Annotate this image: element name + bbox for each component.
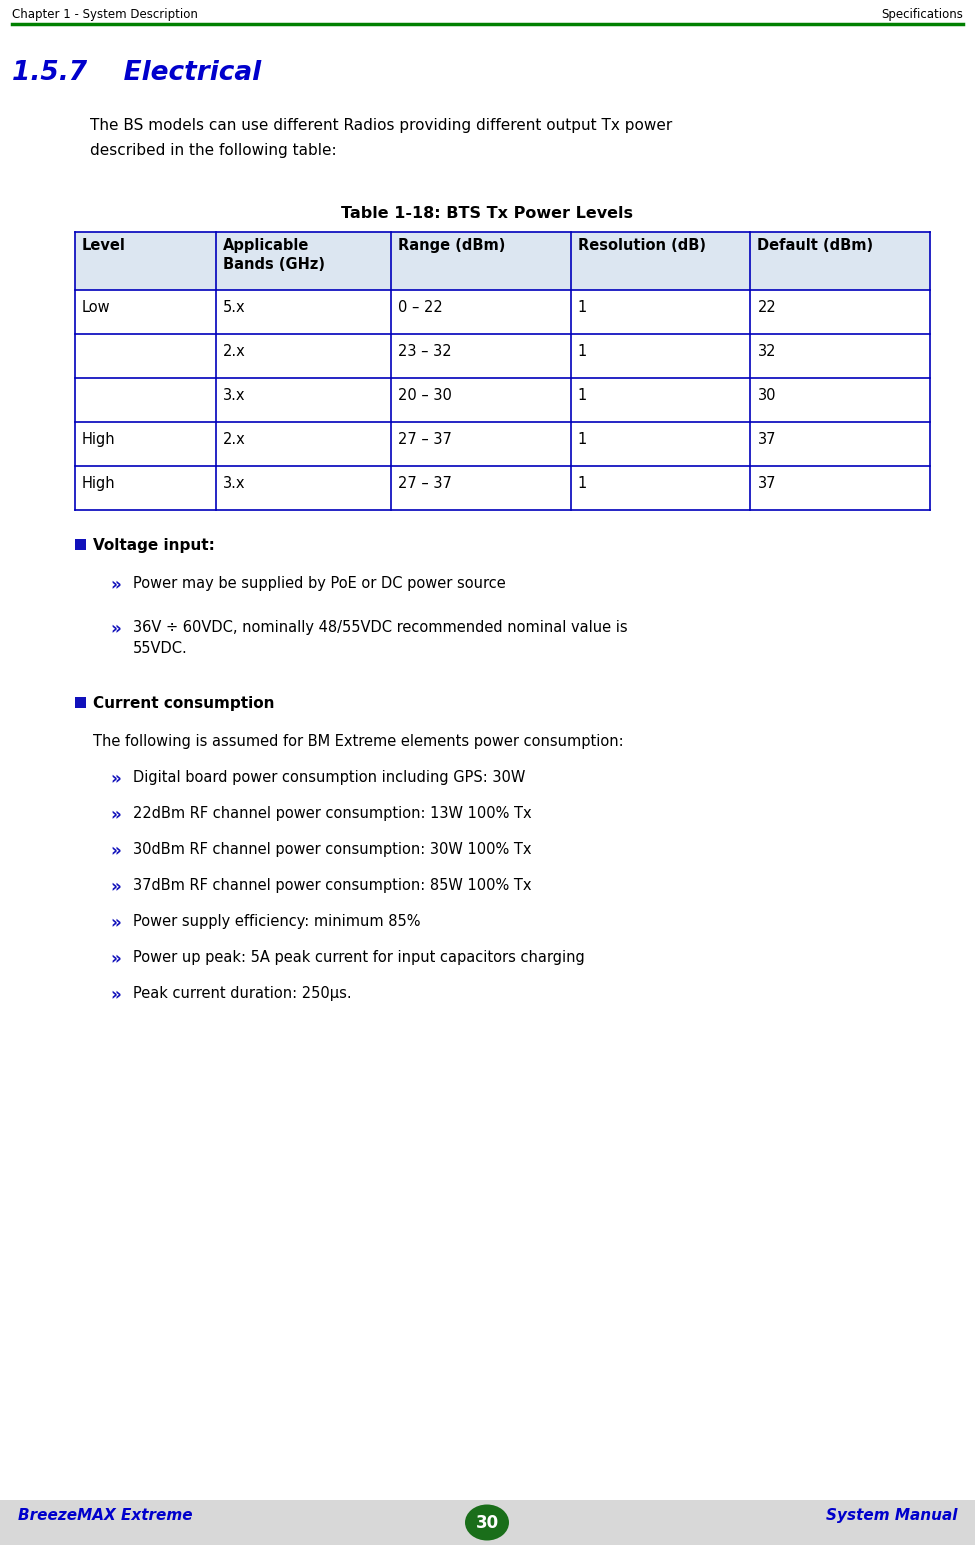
Text: 3.x: 3.x (223, 476, 246, 491)
Text: Power up peak: 5A peak current for input capacitors charging: Power up peak: 5A peak current for input… (133, 950, 585, 966)
Text: 36V ÷ 60VDC, nominally 48/55VDC recommended nominal value is
55VDC.: 36V ÷ 60VDC, nominally 48/55VDC recommen… (133, 620, 628, 657)
Text: Specifications: Specifications (881, 8, 963, 22)
Text: 37: 37 (758, 433, 776, 447)
Text: »: » (110, 878, 121, 896)
Text: 37: 37 (758, 476, 776, 491)
Bar (75, 334, 930, 379)
Text: »: » (110, 620, 121, 638)
Text: 2.x: 2.x (223, 345, 246, 358)
Text: 3.x: 3.x (223, 388, 246, 403)
Text: 30: 30 (758, 388, 776, 403)
Text: 22: 22 (758, 300, 776, 315)
Bar (75, 379, 930, 422)
Text: Level: Level (82, 238, 126, 253)
Text: 27 – 37: 27 – 37 (399, 476, 452, 491)
Text: »: » (110, 842, 121, 861)
Text: High: High (82, 476, 116, 491)
Text: 22dBm RF channel power consumption: 13W 100% Tx: 22dBm RF channel power consumption: 13W … (133, 806, 531, 820)
Text: 1: 1 (578, 345, 587, 358)
Text: BreezeMAX Extreme: BreezeMAX Extreme (18, 1508, 193, 1523)
Text: Voltage input:: Voltage input: (93, 538, 214, 553)
Bar (75, 697, 86, 708)
Text: 5.x: 5.x (223, 300, 246, 315)
Text: »: » (110, 769, 121, 788)
Text: 2.x: 2.x (223, 433, 246, 447)
Text: 27 – 37: 27 – 37 (399, 433, 452, 447)
Text: 32: 32 (758, 345, 776, 358)
Text: 37dBm RF channel power consumption: 85W 100% Tx: 37dBm RF channel power consumption: 85W … (133, 878, 531, 893)
Text: »: » (110, 915, 121, 932)
Bar (75, 539, 86, 550)
Text: 1: 1 (578, 433, 587, 447)
Text: Default (dBm): Default (dBm) (758, 238, 874, 253)
Bar (0, 1500, 975, 1545)
Text: Applicable
Bands (GHz): Applicable Bands (GHz) (223, 238, 325, 272)
Text: 1: 1 (578, 476, 587, 491)
Text: 0 – 22: 0 – 22 (399, 300, 443, 315)
Text: 23 – 32: 23 – 32 (399, 345, 452, 358)
Text: »: » (110, 806, 121, 823)
Text: »: » (110, 986, 121, 1004)
Text: 1: 1 (578, 388, 587, 403)
Bar (75, 290, 930, 334)
Text: Digital board power consumption including GPS: 30W: Digital board power consumption includin… (133, 769, 526, 785)
Text: Power may be supplied by PoE or DC power source: Power may be supplied by PoE or DC power… (133, 576, 506, 592)
Text: Peak current duration: 250μs.: Peak current duration: 250μs. (133, 986, 352, 1001)
Ellipse shape (465, 1505, 509, 1540)
Text: 20 – 30: 20 – 30 (399, 388, 452, 403)
Bar (75, 467, 930, 510)
Text: Power supply efficiency: minimum 85%: Power supply efficiency: minimum 85% (133, 915, 420, 929)
Text: The BS models can use different Radios providing different output Tx power
descr: The BS models can use different Radios p… (90, 117, 672, 158)
Bar (75, 422, 930, 467)
Text: 1.5.7    Electrical: 1.5.7 Electrical (12, 60, 261, 87)
Text: High: High (82, 433, 116, 447)
Text: System Manual: System Manual (826, 1508, 957, 1523)
Bar (75, 232, 930, 290)
Text: Current consumption: Current consumption (93, 695, 275, 711)
Text: The following is assumed for BM Extreme elements power consumption:: The following is assumed for BM Extreme … (93, 734, 624, 749)
Text: »: » (110, 576, 121, 593)
Text: Resolution (dB): Resolution (dB) (578, 238, 706, 253)
Text: Chapter 1 - System Description: Chapter 1 - System Description (12, 8, 198, 22)
Text: 30: 30 (476, 1514, 498, 1531)
Text: Range (dBm): Range (dBm) (399, 238, 506, 253)
Text: »: » (110, 950, 121, 969)
Text: 1: 1 (578, 300, 587, 315)
Text: Table 1-18: BTS Tx Power Levels: Table 1-18: BTS Tx Power Levels (341, 205, 633, 221)
Text: Low: Low (82, 300, 110, 315)
Text: 30dBm RF channel power consumption: 30W 100% Tx: 30dBm RF channel power consumption: 30W … (133, 842, 531, 857)
